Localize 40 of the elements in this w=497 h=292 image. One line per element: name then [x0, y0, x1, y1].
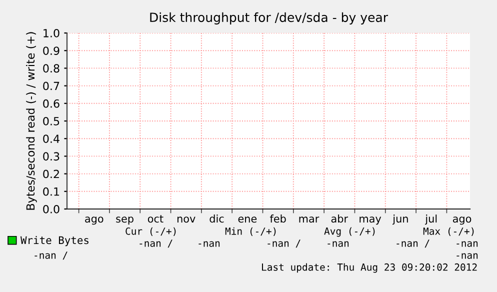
text: Last update: Thu Aug 23 09:20:02 2012 [262, 263, 477, 273]
text: -nan / [396, 240, 430, 248]
x-tick-label: ene [238, 216, 257, 223]
y-tick-label: 0.5 [43, 116, 60, 126]
text: -nan [456, 241, 478, 247]
text: -nan [328, 241, 349, 247]
text: Avg (-/+) [324, 227, 375, 237]
legend-label: Write Bytes [20, 236, 88, 246]
y-tick-label: 0.9 [43, 46, 60, 55]
y-tick-label: 0.1 [43, 187, 60, 196]
y-axis-title: Bytes/second read (-) / write (+) [26, 32, 37, 210]
y-tick-label: 0.8 [43, 64, 60, 73]
text: -nan / [140, 240, 172, 248]
x-tick-label: ago [452, 216, 472, 225]
text: -nan / [34, 252, 68, 260]
y-tick-label: 0.7 [43, 82, 60, 90]
text: Cur (-/+) [126, 227, 176, 236]
y-tick-label: 0.0 [43, 204, 60, 214]
x-tick-label: jul [424, 214, 437, 225]
y-tick-label: 1.0 [44, 28, 60, 38]
x-tick-label: sep [116, 216, 134, 225]
text: Max (-/+) [423, 227, 474, 236]
x-tick-label: abr [331, 214, 348, 223]
y-tick-label: 0.4 [43, 134, 60, 143]
y-tick-label: 0.6 [43, 99, 60, 108]
y-tick-label: 0.2 [43, 170, 59, 178]
x-tick-label: ago [85, 216, 104, 225]
text: -nan [198, 241, 220, 247]
x-tick-label: mar [299, 216, 320, 223]
chart-title: Disk throughput for /dev/sda - by year [150, 12, 388, 24]
text: -nan / [268, 240, 300, 248]
x-tick-label: may [360, 216, 382, 225]
text: -nan [456, 253, 478, 259]
text: Min (-/+) [225, 227, 276, 236]
x-tick-label: jun [392, 214, 408, 225]
y-tick-label: 0.3 [43, 152, 60, 161]
x-tick-label: dic [210, 214, 224, 223]
x-tick-label: oct [148, 215, 164, 223]
x-tick-label: feb [270, 214, 286, 223]
x-tick-label: nov [177, 216, 196, 223]
